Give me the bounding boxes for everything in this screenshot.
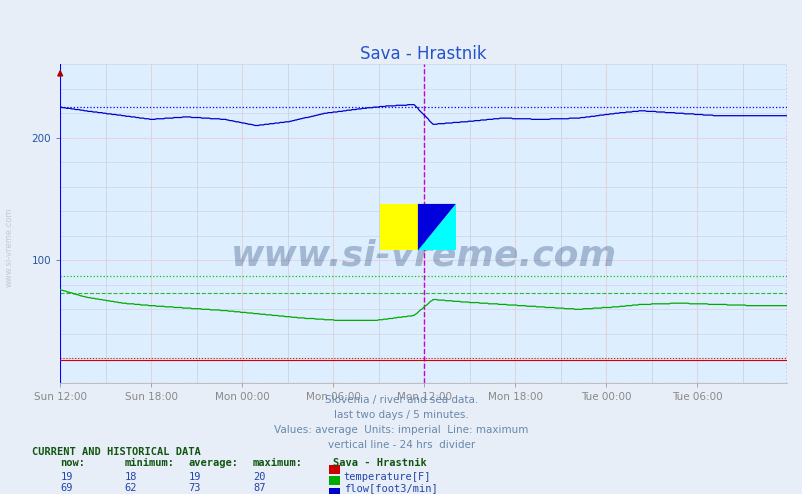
Text: www.si-vreme.com: www.si-vreme.com bbox=[5, 207, 14, 287]
Text: 20: 20 bbox=[253, 472, 265, 482]
Text: 62: 62 bbox=[124, 483, 137, 493]
Text: maximum:: maximum: bbox=[253, 458, 302, 468]
Text: 19: 19 bbox=[188, 472, 201, 482]
Text: Slovenia / river and sea data.: Slovenia / river and sea data. bbox=[325, 395, 477, 405]
Text: 19: 19 bbox=[60, 472, 73, 482]
Text: www.si-vreme.com: www.si-vreme.com bbox=[230, 239, 616, 272]
Text: flow[foot3/min]: flow[foot3/min] bbox=[343, 483, 437, 493]
Text: now:: now: bbox=[60, 458, 85, 468]
Text: vertical line - 24 hrs  divider: vertical line - 24 hrs divider bbox=[327, 440, 475, 450]
Text: Sava - Hrastnik: Sava - Hrastnik bbox=[333, 458, 427, 468]
Text: 18: 18 bbox=[124, 472, 137, 482]
Text: CURRENT AND HISTORICAL DATA: CURRENT AND HISTORICAL DATA bbox=[32, 447, 200, 457]
Text: minimum:: minimum: bbox=[124, 458, 174, 468]
Text: 69: 69 bbox=[60, 483, 73, 493]
Text: 87: 87 bbox=[253, 483, 265, 493]
Text: average:: average: bbox=[188, 458, 238, 468]
Text: temperature[F]: temperature[F] bbox=[343, 472, 431, 482]
Title: Sava - Hrastnik: Sava - Hrastnik bbox=[360, 44, 486, 63]
Polygon shape bbox=[417, 204, 456, 250]
Bar bbox=[379, 204, 417, 250]
Text: last two days / 5 minutes.: last two days / 5 minutes. bbox=[334, 410, 468, 420]
Polygon shape bbox=[417, 204, 456, 250]
Text: Values: average  Units: imperial  Line: maximum: Values: average Units: imperial Line: ma… bbox=[274, 425, 528, 435]
Text: 73: 73 bbox=[188, 483, 201, 493]
